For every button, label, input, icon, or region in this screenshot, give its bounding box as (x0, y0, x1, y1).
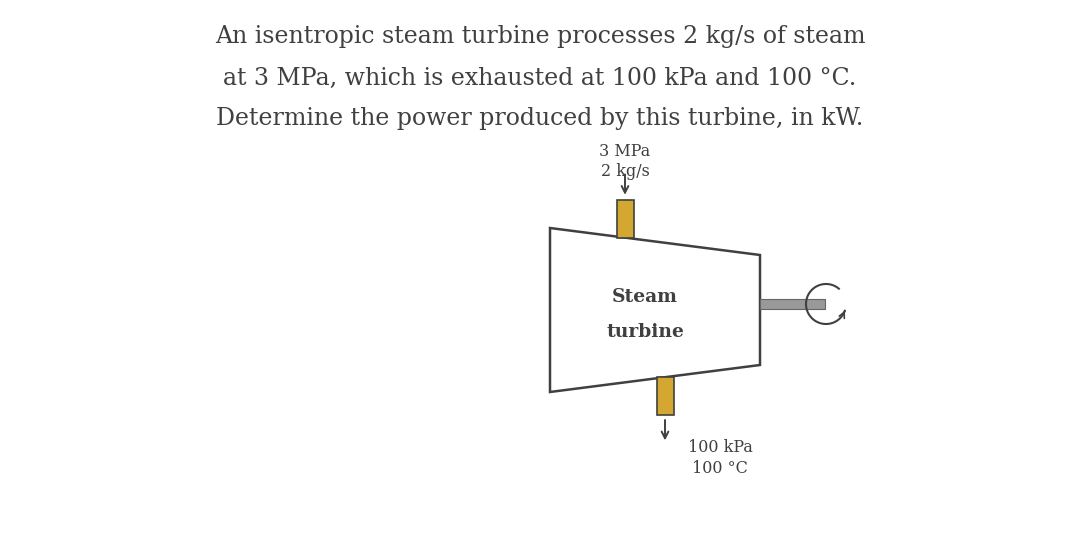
Text: Steam: Steam (612, 288, 678, 306)
Text: at 3 MPa, which is exhausted at 100 kPa and 100 °C.: at 3 MPa, which is exhausted at 100 kPa … (224, 67, 856, 89)
Text: 3 MPa: 3 MPa (599, 143, 650, 160)
Bar (617, 200, 634, 238)
Text: 100 kPa: 100 kPa (688, 438, 753, 456)
Text: An isentropic steam turbine processes 2 kg/s of steam: An isentropic steam turbine processes 2 … (215, 26, 865, 48)
Text: 100 °C: 100 °C (692, 460, 748, 477)
Polygon shape (550, 228, 760, 392)
Bar (760, 299, 825, 309)
Text: 2 kg/s: 2 kg/s (600, 163, 649, 180)
Text: turbine: turbine (606, 323, 684, 341)
Bar (657, 377, 674, 415)
Text: Determine the power produced by this turbine, in kW.: Determine the power produced by this tur… (216, 108, 864, 130)
